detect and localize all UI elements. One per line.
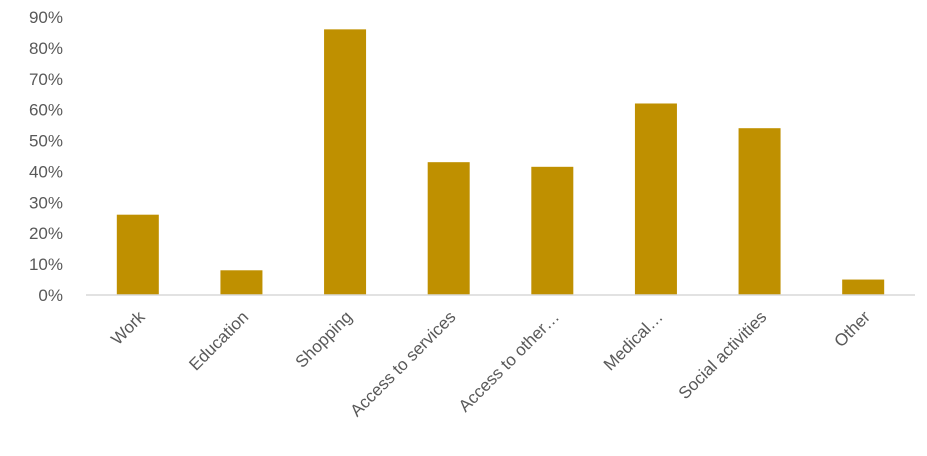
y-tick-label: 60% xyxy=(29,101,63,120)
y-tick-label: 40% xyxy=(29,162,63,181)
x-tick-label: Social activities xyxy=(675,307,771,403)
x-tick-label: Access to services xyxy=(347,307,460,420)
y-tick-label: 70% xyxy=(29,70,63,89)
x-tick-label: Work xyxy=(107,307,149,349)
bars xyxy=(116,29,885,295)
bar xyxy=(427,162,470,295)
bar xyxy=(842,279,885,295)
bar xyxy=(220,270,263,295)
bar xyxy=(634,103,677,295)
x-tick-label: Medical… xyxy=(600,307,667,374)
bar xyxy=(116,214,159,295)
x-tick-label: Education xyxy=(185,307,252,374)
y-axis-ticks: 0% 10% 20% 30% 40% 50% 60% 70% 80% 90% xyxy=(29,8,63,305)
y-tick-label: 0% xyxy=(38,286,63,305)
x-tick-label: Other xyxy=(831,307,875,351)
bar xyxy=(738,128,781,295)
x-tick-label: Shopping xyxy=(292,307,356,371)
bar xyxy=(324,29,367,295)
y-tick-label: 50% xyxy=(29,132,63,151)
y-tick-label: 10% xyxy=(29,255,63,274)
y-tick-label: 20% xyxy=(29,224,63,243)
bar xyxy=(531,166,574,295)
x-tick-label: Access to other… xyxy=(455,307,563,415)
y-tick-label: 30% xyxy=(29,193,63,212)
y-tick-label: 80% xyxy=(29,39,63,58)
y-tick-label: 90% xyxy=(29,8,63,27)
